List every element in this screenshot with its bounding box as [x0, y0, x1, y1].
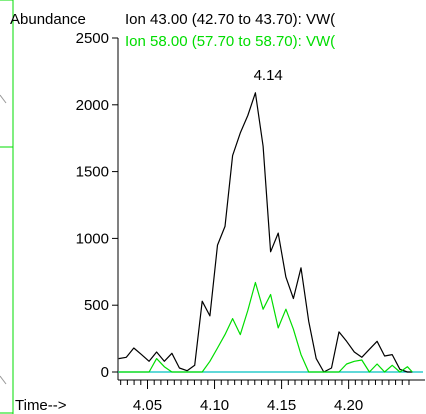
legend-series-1: Ion 43.00 (42.70 to 43.70): VW(	[125, 11, 335, 28]
left-edge-mark-top	[0, 94, 7, 104]
series-line-1	[118, 92, 413, 373]
plot-area: 0 500 1000 1500 2000 2500 4.05 4.10 4.15 4.20	[76, 30, 425, 414]
x-tick-label: 4.15	[267, 397, 296, 414]
x-axis-label: Time-->	[15, 397, 67, 414]
x-tick-label: 4.10	[200, 397, 229, 414]
y-tick-label: 1500	[76, 164, 109, 181]
y-axis-label: Abundance	[10, 11, 86, 28]
left-edge-mark-bottom	[0, 375, 7, 385]
y-tick-label: 2500	[76, 30, 109, 47]
series-line-2	[118, 281, 413, 373]
y-tick-label: 1000	[76, 230, 109, 247]
legend-series-2: Ion 58.00 (57.70 to 58.70): VW(	[125, 33, 335, 50]
y-tick-label: 2000	[76, 97, 109, 114]
y-tick-label: 500	[84, 297, 109, 314]
y-tick-label: 0	[101, 364, 109, 381]
x-tick-label: 4.20	[334, 397, 363, 414]
x-tick-label: 4.05	[133, 397, 162, 414]
peak-label: 4.14	[254, 67, 283, 84]
